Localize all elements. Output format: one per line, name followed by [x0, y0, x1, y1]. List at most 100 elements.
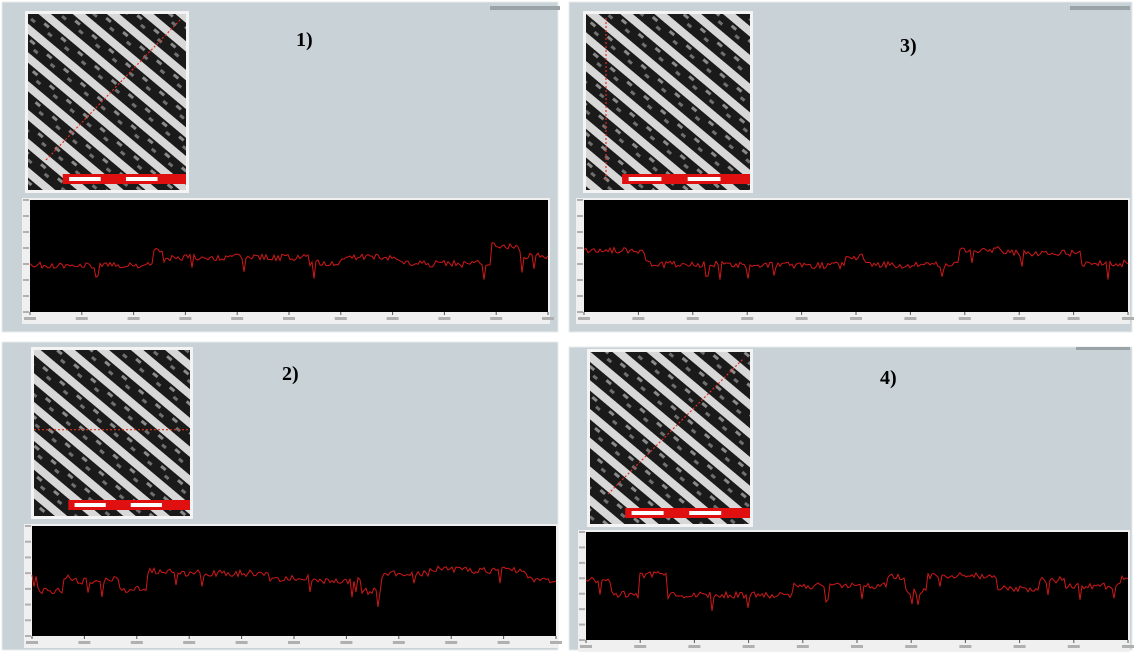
tick-label-smudge — [850, 317, 862, 320]
tick-label-smudge — [634, 645, 647, 648]
tick-label-smudge — [1013, 645, 1026, 648]
tick-label-smudge — [23, 311, 29, 313]
scale-bar-segment — [69, 177, 101, 181]
tick-label-smudge — [905, 645, 918, 648]
tick-label-smudge — [796, 645, 809, 648]
tick-label-smudge — [542, 317, 554, 320]
scale-bar — [62, 174, 187, 184]
window-edge — [1070, 6, 1130, 10]
tick-label-smudge — [25, 540, 31, 543]
plot-area — [584, 200, 1128, 312]
tick-label-smudge — [579, 546, 585, 549]
tick-label-smudge — [579, 623, 585, 626]
tick-label-smudge — [1122, 645, 1134, 648]
profile-trace — [29, 242, 549, 280]
tick-label-smudge — [579, 608, 585, 611]
tick-label-smudge — [392, 641, 405, 644]
tick-label-smudge — [577, 311, 583, 313]
tick-label-smudge — [130, 641, 143, 644]
tick-label-smudge — [497, 641, 510, 644]
tick-label-smudge — [742, 645, 755, 648]
tick-label-smudge — [25, 587, 31, 590]
tick-label-smudge — [1067, 317, 1080, 320]
tick-label-smudge — [23, 263, 29, 265]
tick-label-smudge — [183, 641, 196, 644]
tick-label-smudge — [75, 317, 88, 320]
tick-label-smudge — [445, 641, 458, 644]
profile-trace — [583, 245, 1129, 280]
tick-label-smudge — [25, 635, 31, 637]
tick-label-smudge — [25, 556, 31, 559]
window-edge — [490, 6, 560, 10]
tick-label-smudge — [550, 641, 562, 644]
tick-label-smudge — [24, 317, 36, 320]
tick-label-smudge — [577, 199, 583, 201]
tick-label-smudge — [438, 317, 451, 320]
tick-label-smudge — [23, 279, 29, 281]
tick-label-smudge — [1122, 317, 1134, 320]
profile-line — [607, 357, 745, 495]
scale-bar-segment — [628, 177, 662, 181]
tick-label-smudge — [577, 215, 583, 217]
scale-bar-segment — [631, 511, 664, 515]
tick-label-smudge — [334, 317, 347, 320]
tick-label-smudge — [288, 641, 300, 644]
panel-label: 2) — [282, 363, 299, 385]
tick-label-smudge — [579, 639, 585, 641]
tick-label-smudge — [959, 645, 972, 648]
tick-label-smudge — [283, 317, 295, 320]
tick-label-smudge — [386, 317, 399, 320]
tick-label-smudge — [25, 603, 31, 606]
plot-area — [586, 532, 1128, 640]
micrograph — [590, 352, 750, 524]
tick-label-smudge — [25, 572, 31, 575]
tick-label-smudge — [23, 215, 29, 217]
tick-label-smudge — [580, 645, 592, 648]
scale-bar-segment — [74, 503, 106, 507]
tick-label-smudge — [1067, 645, 1080, 648]
profile-trace — [585, 570, 1129, 611]
micrograph — [28, 14, 186, 190]
panel-label: 3) — [900, 35, 917, 57]
tick-label-smudge — [741, 317, 754, 320]
tick-label-smudge — [231, 317, 244, 320]
tick-label-smudge — [490, 317, 503, 320]
tick-label-smudge — [23, 295, 29, 297]
window-edge — [1076, 347, 1130, 350]
tick-label-smudge — [577, 279, 583, 281]
tick-label-smudge — [577, 263, 583, 265]
scale-bar — [625, 508, 750, 518]
tick-label-smudge — [25, 525, 31, 527]
tick-label-smudge — [127, 317, 140, 320]
profile-line — [45, 19, 181, 161]
tick-label-smudge — [25, 619, 31, 622]
tick-label-smudge — [851, 645, 863, 648]
panel-label: 1) — [296, 29, 313, 51]
tick-label-smudge — [632, 317, 645, 320]
tick-label-smudge — [579, 531, 585, 533]
scale-bar-segment — [687, 177, 721, 181]
tick-label-smudge — [904, 317, 917, 320]
tick-label-smudge — [577, 247, 583, 249]
tick-label-smudge — [958, 317, 971, 320]
micrograph — [586, 14, 750, 190]
tick-label-smudge — [579, 577, 585, 580]
scale-bar-segment — [125, 177, 158, 181]
tick-label-smudge — [340, 641, 353, 644]
tick-label-smudge — [686, 317, 699, 320]
tick-label-smudge — [577, 295, 583, 297]
profile-trace — [31, 565, 557, 607]
tick-label-smudge — [235, 641, 248, 644]
tick-label-smudge — [23, 231, 29, 233]
tick-label-smudge — [78, 641, 91, 644]
tick-label-smudge — [688, 645, 701, 648]
tick-label-smudge — [26, 641, 38, 644]
plot-area — [32, 526, 556, 636]
scale-bar — [68, 500, 190, 510]
tick-label-smudge — [23, 199, 29, 201]
tick-label-smudge — [23, 247, 29, 249]
tick-label-smudge — [795, 317, 808, 320]
tick-label-smudge — [579, 592, 585, 595]
tick-label-smudge — [578, 317, 590, 320]
